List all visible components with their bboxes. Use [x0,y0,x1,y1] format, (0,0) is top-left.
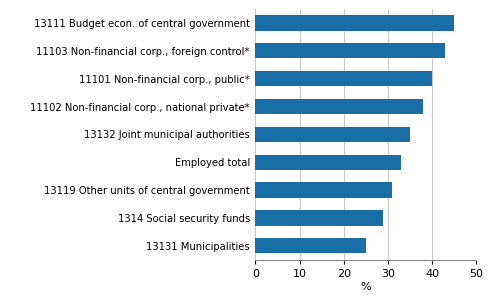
Bar [255,155,401,170]
Bar [255,182,392,198]
Bar [255,99,423,114]
X-axis label: %: % [360,281,371,291]
Bar [255,238,366,253]
Bar [255,210,383,226]
Bar [255,43,445,59]
Bar [255,127,410,142]
Bar [255,71,432,86]
Bar [255,15,454,31]
